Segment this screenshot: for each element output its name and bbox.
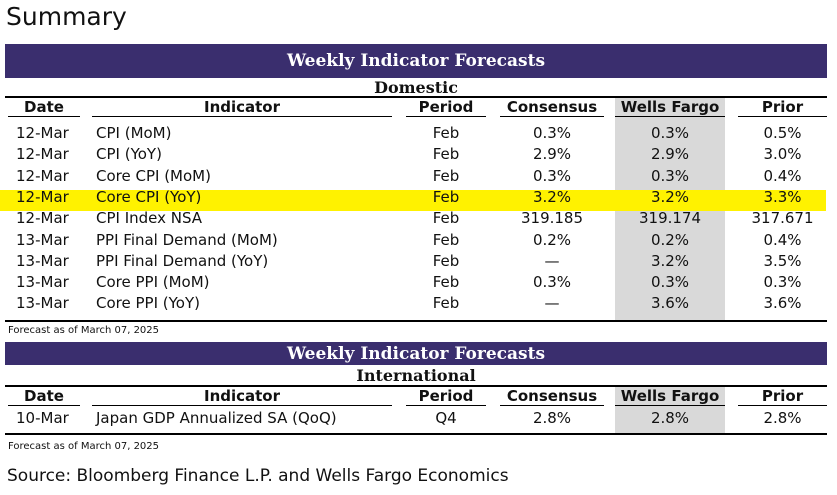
- cell-date: 13-Mar: [16, 273, 69, 292]
- domestic-header-prior: Prior: [738, 98, 827, 117]
- cell-prior: 2.8%: [763, 409, 802, 427]
- domestic-section-title: Domestic: [374, 78, 458, 97]
- cell-wells-fargo: 319.174: [638, 209, 702, 228]
- international-section-title: International: [356, 366, 476, 385]
- cell-prior: 0.4%: [763, 166, 802, 185]
- cell-consensus: 0.2%: [532, 230, 572, 249]
- international-band-title: Weekly Indicator Forecasts: [5, 342, 827, 365]
- cell-indicator: PPI Final Demand (YoY): [96, 251, 269, 270]
- cell-consensus: 3.2%: [532, 187, 572, 206]
- cell-period: Feb: [432, 294, 460, 313]
- domestic-band-title: Weekly Indicator Forecasts: [5, 44, 827, 78]
- cell-prior: 317.671: [751, 209, 814, 228]
- cell-date: 12-Mar: [16, 124, 69, 142]
- source-note: Source: Bloomberg Finance L.P. and Wells…: [7, 466, 509, 486]
- cell-prior: 3.3%: [763, 187, 802, 206]
- international-forecast-note: Forecast as of March 07, 2025: [8, 441, 160, 452]
- international-bottom-rule: [5, 433, 827, 435]
- cell-consensus: 0.3%: [532, 166, 572, 185]
- cell-period: Feb: [432, 273, 460, 292]
- international-header-period: Period: [406, 387, 486, 406]
- cell-indicator: Core PPI (YoY): [96, 294, 200, 313]
- cell-indicator: CPI (MoM): [96, 124, 172, 142]
- cell-wells-fargo: 0.3%: [650, 124, 690, 142]
- cell-wells-fargo: 0.3%: [650, 273, 690, 292]
- table-row: 12-Mar Core CPI (MoM) Feb 0.3% 0.3% 0.4%: [0, 166, 837, 187]
- domestic-header-indicator: Indicator: [92, 98, 392, 117]
- cell-wells-fargo: 2.8%: [650, 409, 690, 427]
- cell-indicator: PPI Final Demand (MoM): [96, 230, 278, 249]
- cell-consensus: 2.8%: [532, 409, 572, 427]
- cell-date: 10-Mar: [16, 409, 69, 427]
- cell-period: Feb: [432, 124, 460, 142]
- domestic-highlight-core-cpi-yoy: [0, 190, 826, 211]
- cell-indicator: Japan GDP Annualized SA (QoQ): [96, 409, 337, 427]
- cell-wells-fargo: 3.2%: [650, 187, 690, 206]
- cell-wells-fargo: 3.2%: [650, 251, 690, 270]
- cell-date: 12-Mar: [16, 187, 69, 206]
- cell-period: Feb: [432, 230, 460, 249]
- cell-prior: 0.5%: [763, 124, 802, 142]
- domestic-header-date: Date: [8, 98, 80, 117]
- cell-consensus: —: [544, 294, 560, 313]
- cell-period: Feb: [432, 251, 460, 270]
- cell-prior: 3.5%: [763, 251, 802, 270]
- domestic-forecast-note: Forecast as of March 07, 2025: [8, 325, 160, 336]
- international-header-date: Date: [8, 387, 80, 406]
- international-header-indicator: Indicator: [92, 387, 392, 406]
- table-row: 13-Mar Core PPI (YoY) Feb — 3.6% 3.6%: [0, 293, 837, 314]
- cell-date: 12-Mar: [16, 145, 69, 164]
- cell-date: 12-Mar: [16, 166, 69, 185]
- cell-wells-fargo: 0.3%: [650, 166, 690, 185]
- cell-period: Feb: [432, 166, 460, 185]
- cell-period: Feb: [432, 145, 460, 164]
- international-wells-fargo-shade: [615, 387, 725, 433]
- table-row: 12-Mar CPI (YoY) Feb 2.9% 2.9% 3.0%: [0, 144, 837, 165]
- international-header-wells-fargo: Wells Fargo: [615, 387, 725, 406]
- cell-consensus: 319.185: [520, 209, 584, 228]
- international-divider: [5, 385, 827, 387]
- cell-indicator: Core PPI (MoM): [96, 273, 210, 292]
- table-row: 10-Mar Japan GDP Annualized SA (QoQ) Q4 2.8…: [0, 408, 837, 429]
- cell-consensus: 2.9%: [532, 145, 572, 164]
- cell-prior: 3.6%: [763, 294, 802, 313]
- cell-date: 13-Mar: [16, 230, 69, 249]
- table-row: 12-Mar CPI (MoM) Feb 0.3% 0.3% 0.5%: [0, 123, 837, 144]
- cell-wells-fargo: 3.6%: [650, 294, 690, 313]
- table-row: 13-Mar PPI Final Demand (YoY) Feb — 3.2% 3.5%: [0, 251, 837, 272]
- table-row: 12-Mar Core CPI (YoY) Feb 3.2% 3.2% 3.3%: [0, 187, 837, 208]
- cell-date: 12-Mar: [16, 209, 69, 228]
- cell-indicator: Core CPI (YoY): [96, 187, 202, 206]
- cell-consensus: —: [544, 251, 560, 270]
- cell-period: Feb: [432, 209, 460, 228]
- domestic-header-period: Period: [406, 98, 486, 117]
- domestic-divider: [5, 96, 827, 98]
- international-header-prior: Prior: [738, 387, 827, 406]
- cell-period: Q4: [435, 409, 457, 427]
- cell-wells-fargo: 0.2%: [650, 230, 690, 249]
- cell-indicator: CPI Index NSA: [96, 209, 203, 228]
- domestic-bottom-rule: [5, 320, 827, 322]
- cell-period: Feb: [432, 187, 460, 206]
- domestic-header-consensus: Consensus: [500, 98, 604, 117]
- domestic-header-wells-fargo: Wells Fargo: [615, 98, 725, 117]
- cell-consensus: 0.3%: [532, 124, 572, 142]
- table-row: 12-Mar CPI Index NSA Feb 319.185 319.174 317.…: [0, 208, 837, 229]
- table-row: 13-Mar Core PPI (MoM) Feb 0.3% 0.3% 0.3%: [0, 272, 837, 293]
- cell-date: 13-Mar: [16, 294, 69, 313]
- cell-date: 13-Mar: [16, 251, 69, 270]
- cell-prior: 3.0%: [763, 145, 802, 164]
- international-header-consensus: Consensus: [500, 387, 604, 406]
- cell-indicator: Core CPI (MoM): [96, 166, 211, 185]
- table-row: 13-Mar PPI Final Demand (MoM) Feb 0.2% 0.2% 0…: [0, 230, 837, 251]
- cell-indicator: CPI (YoY): [96, 145, 162, 164]
- page-title: Summary: [6, 2, 127, 31]
- cell-wells-fargo: 2.9%: [650, 145, 690, 164]
- cell-consensus: 0.3%: [532, 273, 572, 292]
- cell-prior: 0.3%: [763, 273, 802, 292]
- cell-prior: 0.4%: [763, 230, 802, 249]
